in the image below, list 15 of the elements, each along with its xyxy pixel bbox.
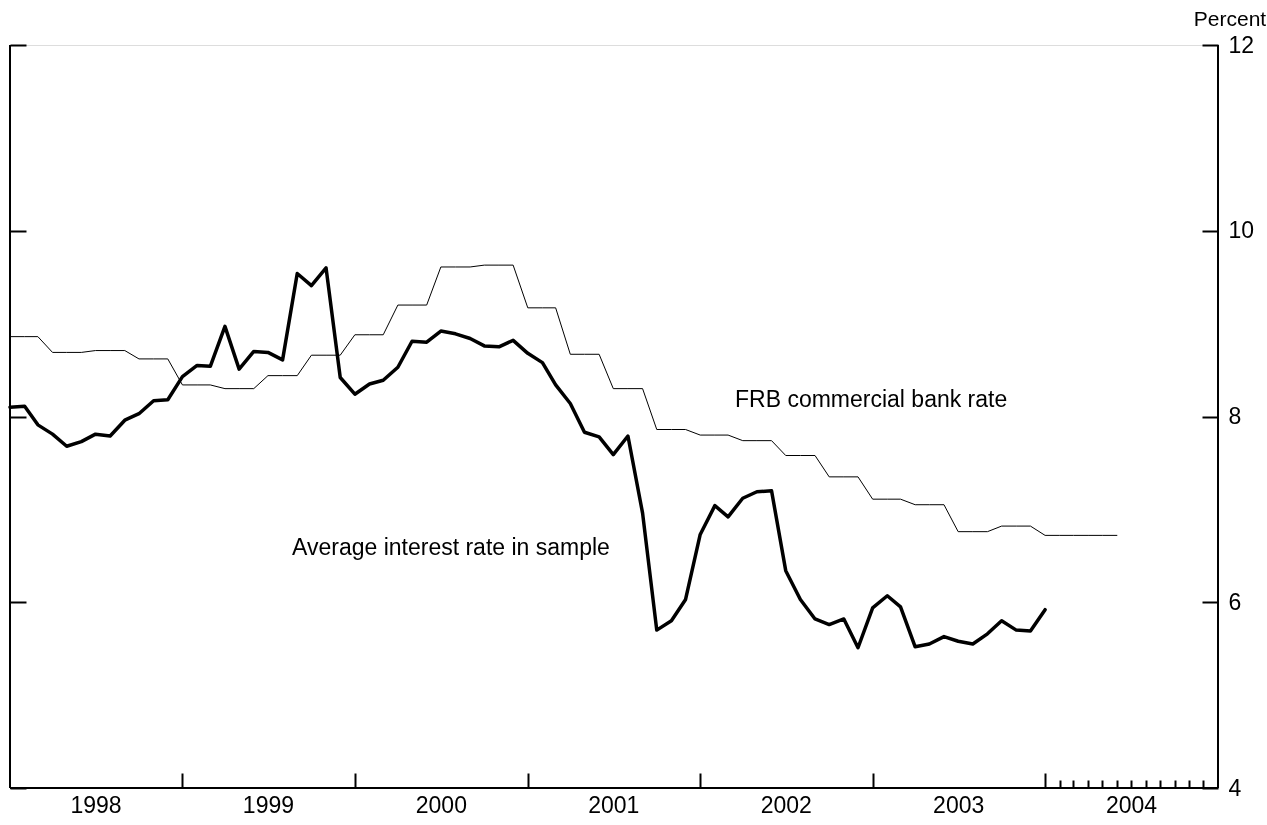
x-tick-label: 2002 bbox=[760, 791, 812, 818]
x-tick-label: 2001 bbox=[588, 791, 640, 818]
y-tick-label: 12 bbox=[1228, 31, 1255, 58]
x-tick-label: 2000 bbox=[415, 791, 467, 818]
y-axis-title: Percent bbox=[1193, 7, 1267, 30]
series-label: Average interest rate in sample bbox=[292, 534, 610, 560]
x-tick-label: 2003 bbox=[933, 791, 985, 818]
y-tick-label: 8 bbox=[1228, 403, 1242, 429]
x-tick-label: 1999 bbox=[242, 791, 295, 818]
y-tick-label: 4 bbox=[1228, 774, 1242, 801]
x-tick-label: 2004 bbox=[1105, 791, 1158, 818]
x-tick-label: 1998 bbox=[70, 791, 122, 818]
series-label: FRB commercial bank rate bbox=[735, 386, 1008, 412]
y-tick-label: 6 bbox=[1228, 588, 1242, 615]
y-tick-label: 10 bbox=[1228, 217, 1255, 244]
